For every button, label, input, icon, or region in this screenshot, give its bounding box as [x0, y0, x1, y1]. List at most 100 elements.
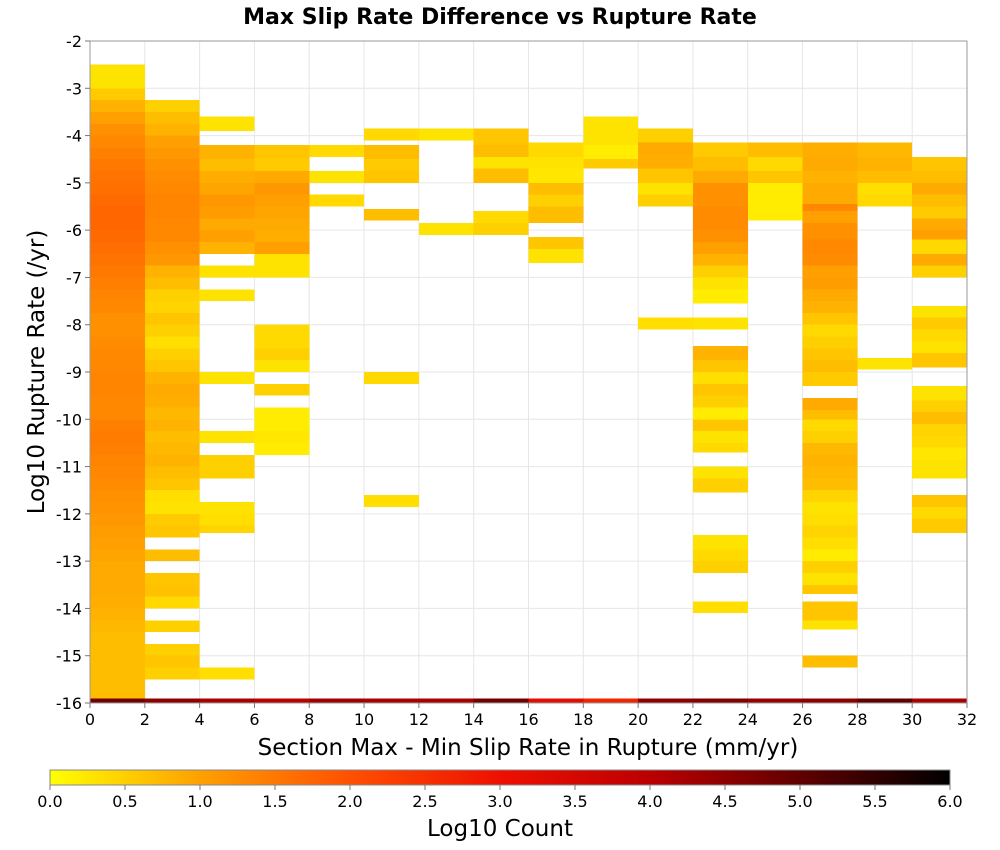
heatmap-cell	[144, 241, 200, 254]
heatmap-cell	[254, 171, 310, 183]
heatmap-cell	[912, 171, 967, 183]
heatmap-cell	[473, 168, 529, 183]
heatmap-cell	[90, 372, 145, 384]
heatmap-cell	[692, 535, 748, 550]
heatmap-cell	[857, 182, 913, 195]
colorbar-ticks: 0.0 0.5 1.0 1.5 2.0 2.5 3.0 3.5 4.0 4.5 5.0 5.5 6.0	[37, 785, 963, 811]
heatmap-cell	[144, 490, 200, 503]
y-tick-label: -15	[56, 647, 82, 666]
heatmap-cell-bottom-row	[364, 698, 419, 703]
heatmap-cell	[254, 407, 310, 420]
heatmap-cell	[144, 265, 200, 278]
y-tick-label: -3	[66, 79, 82, 98]
heatmap-cell	[912, 435, 967, 448]
heatmap-cell	[254, 159, 310, 172]
heatmap-cell	[90, 490, 145, 503]
heatmap-cell	[90, 572, 145, 585]
heatmap-cell	[144, 277, 200, 290]
colorbar-label: Log10 Count	[427, 816, 573, 842]
heatmap-cell	[90, 100, 145, 112]
heatmap-cell	[802, 253, 858, 266]
heatmap-cell	[254, 383, 310, 396]
heatmap-cell	[912, 494, 967, 507]
heatmap-cell	[802, 490, 858, 503]
heatmap-cell	[90, 230, 145, 242]
heatmap-cell	[802, 620, 858, 630]
heatmap-cell	[90, 584, 145, 597]
x-tick-label: 24	[738, 710, 758, 729]
heatmap-cell-bottom-row	[199, 698, 255, 703]
heatmap-cell	[254, 145, 310, 160]
heatmap-cell	[692, 230, 748, 242]
heatmap-cell	[802, 239, 858, 254]
heatmap-cell	[912, 156, 967, 172]
heatmap-cell	[802, 301, 858, 313]
heatmap-cell	[802, 336, 858, 349]
y-tick-label: -13	[56, 552, 82, 571]
heatmap-cell	[254, 336, 310, 349]
heatmap-cell	[90, 596, 145, 609]
heatmap-cell	[364, 159, 419, 172]
heatmap-cell	[90, 608, 145, 621]
colorbar-tick-label: 2.5	[412, 792, 437, 811]
heatmap-cell	[802, 549, 858, 562]
heatmap-cell	[638, 142, 693, 155]
heatmap-cell	[144, 383, 200, 396]
heatmap-cell	[692, 142, 748, 157]
heatmap-cell	[254, 360, 310, 372]
heatmap-cell	[692, 360, 748, 372]
heatmap-cell	[144, 549, 200, 562]
heatmap-cell	[199, 182, 255, 195]
heatmap-cell	[528, 142, 584, 157]
heatmap-cell	[144, 289, 200, 302]
heatmap-cell	[802, 513, 858, 526]
heatmap-cell	[199, 116, 255, 131]
heatmap-cell	[583, 159, 639, 169]
heatmap-cell	[254, 253, 310, 266]
x-tick-label: 4	[195, 710, 205, 729]
x-tick-label: 26	[792, 710, 812, 729]
heatmap-cell	[802, 182, 858, 195]
heatmap-cell	[90, 324, 145, 337]
heatmap-cell	[90, 312, 145, 325]
heatmap-cell	[692, 265, 748, 278]
heatmap-cell	[802, 324, 858, 337]
heatmap-cell	[692, 490, 748, 493]
heatmap-cell	[802, 601, 858, 621]
heatmap-cell	[912, 506, 967, 519]
heatmap-cell	[254, 218, 310, 231]
heatmap-cell-bottom-row	[857, 698, 913, 703]
heatmap-cell	[90, 383, 145, 396]
heatmap-cell	[144, 419, 200, 432]
y-tick-label: -12	[56, 505, 82, 524]
heatmap-cell	[802, 372, 858, 387]
heatmap-cell	[90, 502, 145, 514]
heatmap-cell	[802, 478, 858, 491]
heatmap-cell	[802, 171, 858, 183]
heatmap-cell	[90, 147, 145, 160]
heatmap-cell	[199, 513, 255, 526]
heatmap-cell	[912, 182, 967, 195]
heatmap-cell	[528, 249, 584, 264]
heatmap-cell	[802, 223, 858, 240]
heatmap-cell	[144, 194, 200, 207]
heatmap-cell	[254, 324, 310, 337]
heatmap-cell-bottom-row	[638, 698, 693, 703]
heatmap-cell	[802, 360, 858, 372]
heatmap-cell	[912, 518, 967, 533]
heatmap-cell	[90, 442, 145, 455]
heatmap-cell	[144, 431, 200, 443]
heatmap-cell	[199, 159, 255, 172]
x-tick-label: 16	[518, 710, 538, 729]
heatmap-cell	[90, 348, 145, 361]
heatmap-cell	[857, 194, 913, 207]
heatmap-cell	[90, 111, 145, 124]
y-tick-label: -4	[66, 127, 82, 146]
heatmap-cell	[199, 145, 255, 160]
heatmap-cell-bottom-row	[90, 698, 145, 703]
x-tick-label: 30	[902, 710, 922, 729]
heatmap-cell-bottom-row	[912, 698, 967, 703]
heatmap-cell	[144, 135, 200, 148]
y-tick-label: -7	[66, 268, 82, 287]
heatmap-cell	[144, 312, 200, 325]
